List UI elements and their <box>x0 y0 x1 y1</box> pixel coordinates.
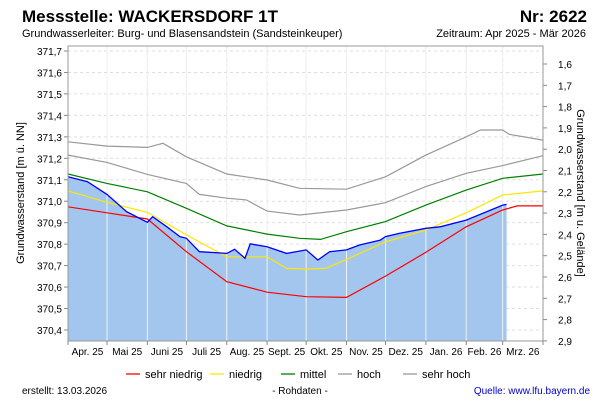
x-tick-label: Juli 25 <box>192 347 221 358</box>
x-tick-label: Dez. 25 <box>388 347 423 358</box>
y2-tick-label: 2,5 <box>558 252 572 263</box>
x-tick-label: Jan. 26 <box>430 347 463 358</box>
measured-area-fill <box>68 176 507 341</box>
y-tick-label: 370,5 <box>37 305 62 316</box>
series-line-sehr-niedrig <box>67 205 543 299</box>
y2-tick-label: 2,9 <box>558 337 572 348</box>
legend: sehr niedrig niedrig mittel hoch sehr hoch <box>126 369 470 381</box>
x-tick-label: Juni 25 <box>151 347 184 358</box>
y-tick-label: 370,8 <box>37 240 62 251</box>
y2-tick-label: 2,6 <box>558 273 572 284</box>
y2-tick-label: 2,0 <box>558 145 572 156</box>
source-link[interactable]: Quelle: www.lfu.bayern.de <box>474 386 591 397</box>
x-tick-label: Feb. 26 <box>467 347 501 358</box>
y2-tick-label: 2,8 <box>558 316 572 327</box>
y-tick-label: 371,2 <box>37 154 62 165</box>
y-tick-label: 370,7 <box>37 262 62 273</box>
station-title: Messstelle: WACKERSDORF 1T <box>22 7 279 26</box>
y2-tick-label: 1,7 <box>558 81 572 92</box>
y-tick-label: 371,4 <box>37 111 62 122</box>
raw-data-note: - Rohdaten - <box>272 386 328 397</box>
aquifer-label: Grundwasserleiter: Burg- und Blasensands… <box>22 28 342 40</box>
x-tick-label: Aug. 25 <box>230 347 265 358</box>
y-tick-label: 371,5 <box>37 90 62 101</box>
measured-line <box>67 176 507 261</box>
y-tick-label: 370,4 <box>37 326 62 337</box>
x-tick-label: Sept. 25 <box>268 347 306 358</box>
period-label: Zeitraum: Apr 2025 - Mär 2026 <box>436 28 586 40</box>
y-tick-label: 370,9 <box>37 219 62 230</box>
series-line-sehr-hoch <box>67 129 544 190</box>
y2-tick-label: 1,6 <box>558 60 572 71</box>
series-line-hoch <box>67 154 544 216</box>
series-line-niedrig <box>67 190 544 270</box>
x-tick-label: Okt. 25 <box>310 347 343 358</box>
x-tick-label: Nov. 25 <box>349 347 383 358</box>
y-tick-label: 371,3 <box>37 133 62 144</box>
y-tick-label: 371,1 <box>37 176 62 187</box>
plot-area: 371,7 371,6 371,5 371,4 371,3 371,2 371,1 371,0… <box>37 45 572 358</box>
series-line-mittel <box>67 173 544 241</box>
legend-label: mittel <box>300 369 326 381</box>
station-number: Nr: 2622 <box>520 7 587 26</box>
y2-tick-label: 1,9 <box>558 124 572 135</box>
y2-tick-label: 1,8 <box>558 103 572 114</box>
y2-tick-label: 2,2 <box>558 188 572 199</box>
y2-axis-label: Grundwasserstand [m u. Gelände] <box>574 109 586 277</box>
y-tick-label: 370,6 <box>37 283 62 294</box>
legend-label: niedrig <box>229 369 262 381</box>
x-tick-label: Apr. 25 <box>72 347 104 358</box>
y-tick-label: 371,0 <box>37 197 62 208</box>
y2-tick-label: 2,1 <box>558 167 572 178</box>
created-date: erstellt: 13.03.2026 <box>22 386 107 397</box>
y-tick-label: 371,6 <box>37 68 62 79</box>
y2-tick-label: 2,3 <box>558 209 572 220</box>
y2-tick-label: 2,7 <box>558 294 572 305</box>
legend-label: hoch <box>357 369 381 381</box>
plot-frame <box>67 45 544 342</box>
x-tick-label: Mai 25 <box>112 347 142 358</box>
y-tick-label: 371,7 <box>37 47 62 58</box>
legend-label: sehr hoch <box>422 369 470 381</box>
y-axis-label: Grundwasserstand [m ü. NN] <box>15 122 27 264</box>
legend-label: sehr niedrig <box>145 369 202 381</box>
x-tick-label: Mrz. 26 <box>506 347 540 358</box>
y2-tick-label: 2,4 <box>558 230 572 241</box>
